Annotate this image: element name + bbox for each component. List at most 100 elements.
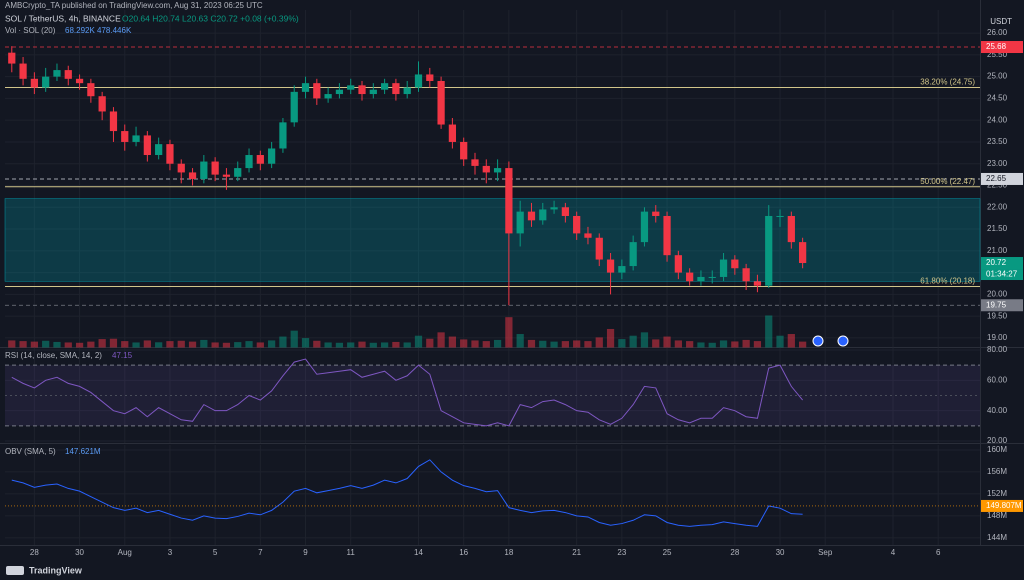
volume-bar <box>414 335 423 348</box>
volume-bar <box>652 339 660 348</box>
volume-bar <box>268 340 276 348</box>
candle-body <box>87 83 95 97</box>
volume-bar <box>606 328 615 348</box>
volume-bar <box>719 340 728 348</box>
volume-bar <box>460 339 468 348</box>
volume-bar <box>403 342 411 348</box>
candle-body <box>663 215 671 256</box>
volume-bar <box>448 336 457 348</box>
candle-body <box>460 141 468 160</box>
volume-bar <box>742 339 750 348</box>
volume-bar <box>505 317 513 348</box>
fib-level-label: 38.20% (24.75) <box>920 78 975 87</box>
indicator-line <box>11 358 804 427</box>
candle-body <box>222 174 231 177</box>
volume-bar <box>640 332 649 348</box>
x-tick-label: 25 <box>663 548 672 557</box>
candle-body <box>686 272 694 282</box>
candle-body <box>516 211 524 234</box>
y-tick-label: 40.00 <box>987 406 1008 415</box>
candle-body <box>347 85 355 90</box>
volume-bar <box>663 336 671 348</box>
volume-bar <box>776 335 784 348</box>
volume-bar <box>211 342 219 348</box>
x-tick-label: 9 <box>303 548 308 557</box>
candle-body <box>301 83 310 92</box>
y-tick-label: 160M <box>987 445 1007 454</box>
volume-bar <box>629 335 637 348</box>
candle-body <box>42 76 50 88</box>
candle-body <box>200 161 208 179</box>
x-tick-label: 18 <box>504 548 513 557</box>
candle-body <box>765 215 773 286</box>
volume-bar <box>347 342 355 348</box>
currency: USDT <box>990 17 1012 26</box>
candle-body <box>471 159 479 166</box>
y-tick-label: 22.50 <box>987 181 1008 190</box>
x-tick-label: 3 <box>168 548 173 557</box>
candle-body <box>618 266 626 273</box>
price-badge <box>981 299 1023 312</box>
candle-body <box>188 172 197 179</box>
price-badge-label: 19.75 <box>986 300 1007 309</box>
x-tick-label: 28 <box>730 548 739 557</box>
volume-bar <box>256 342 264 348</box>
volume-bar <box>482 341 490 348</box>
x-tick-label: 21 <box>572 548 581 557</box>
volume-bar <box>222 342 231 348</box>
volume-bar <box>30 341 38 348</box>
rsi-band <box>5 365 980 426</box>
obv-value: 147.621M <box>65 447 101 456</box>
volume-bar <box>87 341 95 348</box>
volume-bar <box>550 341 558 348</box>
candle-body <box>414 74 423 88</box>
volume-bar <box>290 330 298 348</box>
volume-bar <box>561 341 569 348</box>
volume-bar <box>98 339 106 348</box>
x-tick-label: 14 <box>414 548 423 557</box>
candle-body <box>324 94 332 99</box>
volume-bar <box>765 315 773 348</box>
candle-body <box>155 144 163 156</box>
rsi-value: 47.15 <box>112 351 133 360</box>
candle-body <box>584 233 592 238</box>
candle-body <box>8 52 16 64</box>
volume-bar <box>584 341 592 348</box>
price-badge <box>981 257 1023 270</box>
y-tick-label: 60.00 <box>987 375 1008 384</box>
volume-bar <box>527 339 536 348</box>
y-tick-label: 23.00 <box>987 159 1008 168</box>
candle-body <box>53 70 61 77</box>
candle-body <box>109 111 118 132</box>
plot <box>4 46 981 527</box>
volume-bar <box>787 334 795 348</box>
candle-body <box>290 91 298 123</box>
candle-body <box>561 207 569 216</box>
candle-body <box>606 259 615 273</box>
price-badge-label: 22.65 <box>986 174 1007 183</box>
candle-body <box>595 237 603 260</box>
volume-bar <box>64 342 72 348</box>
volume-bar <box>42 340 50 348</box>
y-tick-label: 21.00 <box>987 246 1008 255</box>
fib-level-label: 61.80% (20.18) <box>920 277 975 286</box>
volume-bar <box>392 341 400 348</box>
candle-body <box>753 281 762 286</box>
grid <box>5 10 980 545</box>
y-tick-label: 20.00 <box>987 289 1008 298</box>
candle-body <box>719 259 728 277</box>
y-tick-label: 19.00 <box>987 333 1008 342</box>
volume-bar <box>75 342 84 348</box>
candle-body <box>211 161 219 175</box>
volume-bar <box>121 341 129 348</box>
volume-bar <box>109 338 118 348</box>
y-tick-label: 156M <box>987 467 1007 476</box>
ohlc-text: O20.64 H20.74 L20.63 C20.72 +0.08 (+0.39… <box>122 13 299 23</box>
volume-bar <box>358 341 366 348</box>
event-icon <box>812 335 824 347</box>
volume-bar <box>155 342 163 348</box>
volume-bar <box>697 342 705 348</box>
candle-body <box>256 155 264 164</box>
